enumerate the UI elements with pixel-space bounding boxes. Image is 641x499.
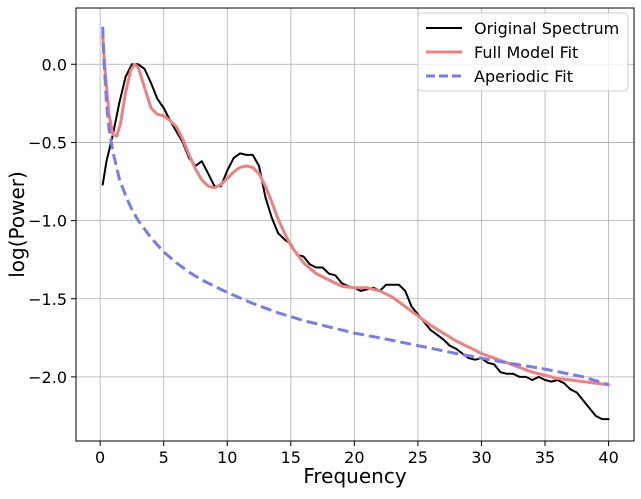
x-axis-label: Frequency <box>303 464 406 488</box>
x-tick-label: 5 <box>159 448 169 467</box>
legend-label-full-model-fit: Full Model Fit <box>474 43 578 62</box>
plot-series <box>101 26 611 421</box>
legend: Original Spectrum Full Model Fit Aperiod… <box>417 12 629 92</box>
legend-box <box>417 12 629 92</box>
y-tick-label: −2.0 <box>28 368 67 387</box>
series-line-aperiodic-fit <box>101 26 610 387</box>
x-tick-label: 10 <box>217 448 237 467</box>
y-tick-label: −1.0 <box>28 212 67 231</box>
series-line-full-model-fit <box>101 34 611 387</box>
y-tick-label: 0.0 <box>42 55 67 74</box>
x-tick-label: 15 <box>281 448 301 467</box>
x-tick-label: 35 <box>535 448 555 467</box>
x-tick-label: 0 <box>95 448 105 467</box>
axis-ticks: 0 5 10 15 20 25 30 35 40 0.0 −0.5 −1.0 −1.5 −2.0 <box>28 55 619 467</box>
y-tick-label: −1.5 <box>28 290 67 309</box>
plot-frame <box>75 7 635 442</box>
x-tick-label: 30 <box>471 448 491 467</box>
legend-label-original-spectrum: Original Spectrum <box>474 19 619 38</box>
legend-label-aperiodic-fit: Aperiodic Fit <box>474 67 573 86</box>
x-tick-label: 40 <box>598 448 618 467</box>
y-axis-label: log(Power) <box>5 171 29 278</box>
x-tick-label: 25 <box>408 448 428 467</box>
y-tick-label: −0.5 <box>28 133 67 152</box>
x-tick-label: 20 <box>344 448 364 467</box>
